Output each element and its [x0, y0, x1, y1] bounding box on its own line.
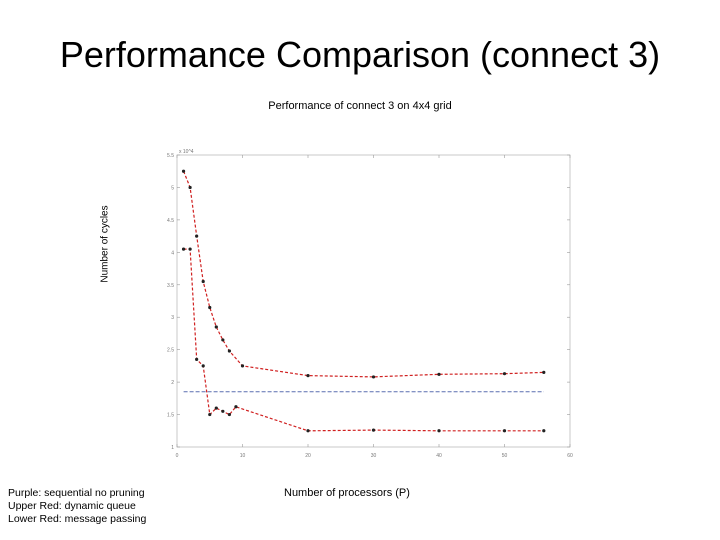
data-point: [542, 370, 546, 374]
data-point: [188, 185, 192, 190]
x-axis-label: Number of processors (P): [284, 487, 410, 499]
y-multiplier-label: x 10^4: [179, 149, 194, 155]
y-tick-label: 1.5: [167, 413, 174, 419]
plot-frame: [176, 154, 571, 448]
x-tick-label: 30: [371, 453, 377, 459]
data-point: [306, 429, 310, 433]
y-tick-label: 1: [171, 445, 174, 451]
data-point: [306, 374, 310, 378]
legend-note-line: Lower Red: message passing: [8, 513, 147, 525]
data-point: [240, 364, 245, 368]
x-tick-label: 50: [502, 453, 508, 459]
data-point: [208, 305, 212, 310]
data-point: [201, 364, 205, 368]
legend-note-line: Upper Red: dynamic queue: [8, 500, 136, 512]
data-point: [195, 234, 199, 238]
legend-note-line: Purple: sequential no pruning: [8, 487, 145, 499]
chart-title: Performance of connect 3 on 4x4 grid: [268, 100, 452, 112]
y-tick-label: 4: [171, 250, 174, 256]
data-point: [214, 325, 218, 329]
y-tick-label: 3.5: [167, 283, 174, 289]
legend-note: Purple: sequential no pruning Upper Red:…: [8, 487, 146, 526]
x-tick-label: 60: [567, 453, 573, 459]
x-tick-label: 40: [436, 453, 442, 459]
y-tick-label: 2.5: [167, 348, 174, 354]
data-point: [221, 338, 225, 342]
series-line-lower-red: [183, 248, 544, 432]
y-tick-label: 2: [171, 380, 174, 386]
data-point: [181, 247, 186, 251]
data-point: [371, 428, 376, 432]
data-point: [227, 349, 231, 353]
y-tick-label: 5: [171, 185, 174, 191]
series-line-upper-red: [183, 170, 544, 378]
data-point: [227, 412, 231, 417]
data-point: [214, 406, 218, 410]
data-point: [437, 429, 441, 433]
data-point: [208, 412, 212, 417]
data-point: [502, 429, 507, 433]
data-point: [502, 372, 507, 376]
x-tick-label: 10: [240, 453, 246, 459]
slide-title: Performance Comparison (connect 3): [59, 34, 661, 75]
data-point: [371, 375, 376, 379]
x-tick-label: 0: [176, 453, 179, 459]
data-point: [188, 247, 192, 251]
y-tick-label: 4.5: [167, 218, 174, 224]
y-tick-label: 3: [171, 315, 174, 321]
x-tick-label: 20: [305, 453, 311, 459]
y-tick-label: 5.5: [167, 153, 174, 159]
data-point: [221, 409, 225, 413]
data-point: [201, 279, 205, 284]
data-point: [195, 357, 199, 361]
data-point: [234, 405, 238, 409]
data-point: [542, 429, 546, 433]
data-point: [181, 169, 186, 173]
data-point: [437, 372, 441, 376]
